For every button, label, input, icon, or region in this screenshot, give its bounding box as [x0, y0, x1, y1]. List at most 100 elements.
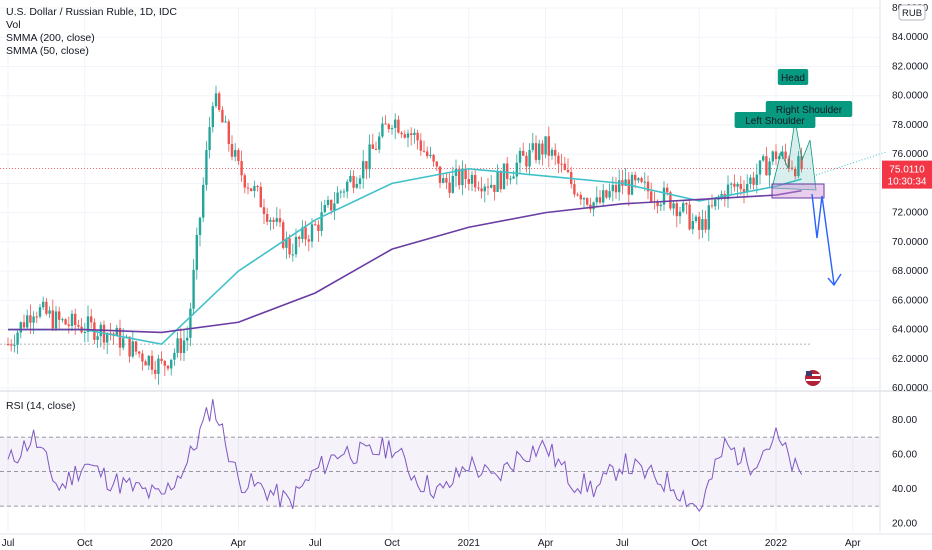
candle-body [291, 254, 294, 256]
candle-body [538, 143, 541, 160]
candle-body [227, 121, 230, 144]
candle-body [211, 106, 214, 128]
candle-body [166, 365, 170, 369]
candle-body [163, 361, 166, 366]
candle-body [451, 175, 454, 193]
candle-body [10, 344, 13, 346]
candle-body [413, 132, 416, 135]
candle-body [368, 144, 371, 170]
x-tick-label: Oct [77, 538, 93, 549]
currency-badge-box [898, 4, 926, 21]
candle-body [237, 150, 240, 162]
candle-body [499, 172, 502, 190]
candle-body [483, 186, 486, 192]
candle-body [83, 331, 86, 333]
candle-body [240, 161, 243, 176]
candle-body [128, 336, 131, 357]
candle-body [768, 161, 771, 176]
candle-body [374, 148, 378, 150]
candle-body [330, 199, 333, 211]
candle-body [762, 156, 765, 161]
candle-body [544, 136, 547, 155]
candle-body [528, 149, 531, 167]
indicator-vol[interactable]: Vol [6, 19, 21, 31]
smma-50-line [8, 167, 802, 346]
candle-body [522, 150, 525, 156]
y-tick-label: 66.0000 [892, 295, 929, 306]
candle-body [685, 203, 688, 205]
price-tag-box [882, 160, 932, 189]
candle-body [106, 333, 109, 343]
candle-body [205, 150, 208, 185]
candle-body [637, 178, 640, 181]
x-tick-label: 2021 [458, 538, 481, 549]
candle-body [477, 187, 480, 189]
candle-body [678, 211, 682, 217]
candle-body [214, 93, 218, 107]
candle-body [704, 219, 707, 230]
rsi-title[interactable]: RSI (14, close) [6, 400, 76, 412]
candle-body [246, 187, 250, 189]
candle-body [192, 269, 195, 309]
candle-body [602, 190, 605, 203]
candle-body [490, 184, 493, 188]
candle-body [336, 192, 339, 204]
candle-body [74, 313, 77, 326]
smma-200-line [8, 189, 802, 334]
candle-body [755, 174, 758, 185]
pattern-annotations: Left Shoulder Head Right Shoulder [734, 69, 887, 287]
candle-body [352, 175, 355, 188]
chart-legend: U.S. Dollar / Russian Ruble, 1D, IDC Vol… [6, 6, 177, 58]
candle-body [202, 184, 205, 218]
candle-body [554, 149, 557, 156]
y-tick-label: 60.0000 [892, 383, 929, 394]
candle-body [307, 239, 310, 242]
candle-body [784, 151, 787, 159]
candle-body [736, 184, 739, 187]
candle-body [592, 202, 595, 210]
label-head-box [777, 69, 809, 85]
candle-body [579, 194, 582, 200]
rsi-line [7, 399, 803, 513]
x-tick-label: 2020 [150, 538, 173, 549]
symbol-title[interactable]: U.S. Dollar / Russian Ruble, 1D, IDC [6, 6, 177, 18]
x-tick-label: 2022 [765, 538, 788, 549]
candle-body [390, 127, 394, 130]
candle-body [381, 123, 384, 137]
indicator-smma-50[interactable]: SMMA (50, close) [6, 45, 89, 57]
candle-body [790, 167, 794, 169]
candle-body [560, 163, 563, 165]
candle-body [640, 178, 643, 182]
candle-body [397, 119, 400, 133]
candle-body [624, 179, 627, 186]
candle-body [243, 175, 246, 188]
price-candles [6, 85, 803, 385]
candle-body [378, 136, 381, 150]
candle-body [506, 163, 509, 179]
candle-body [512, 176, 515, 179]
candle-body [448, 182, 451, 193]
candle-body [694, 216, 698, 221]
candle-body [221, 109, 224, 123]
candle-body [339, 191, 342, 193]
candle-body [77, 325, 80, 327]
candle-body [576, 194, 579, 196]
candle-body [698, 216, 701, 230]
candle-body [672, 203, 675, 209]
rsi-pane: 20.00 40.00 60.00 80.00 [0, 399, 917, 529]
y-tick-label: 76.0000 [892, 149, 929, 160]
candle-body [659, 204, 662, 207]
candle-body [333, 203, 336, 211]
candle-body [38, 307, 42, 317]
candle-body [797, 156, 800, 177]
x-tick-label: Jul [616, 538, 629, 549]
candle-body [387, 124, 390, 130]
candle-body [35, 316, 38, 318]
candle-body [189, 308, 192, 338]
candle-body [317, 224, 320, 232]
indicator-smma-200[interactable]: SMMA (200, close) [6, 32, 95, 44]
us-flag-icon-stripe [806, 379, 820, 381]
neckline-zone [771, 183, 825, 199]
candle-body [509, 178, 512, 180]
